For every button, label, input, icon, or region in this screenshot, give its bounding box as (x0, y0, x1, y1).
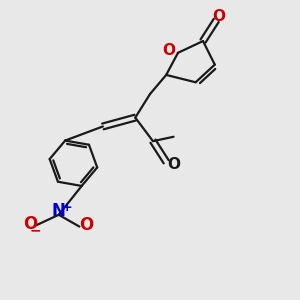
Text: −: − (29, 224, 41, 237)
Text: O: O (163, 43, 176, 58)
Text: O: O (79, 216, 93, 234)
Text: N: N (52, 202, 66, 220)
Text: O: O (212, 8, 225, 23)
Text: +: + (62, 201, 72, 214)
Text: O: O (167, 157, 180, 172)
Text: O: O (23, 214, 37, 232)
